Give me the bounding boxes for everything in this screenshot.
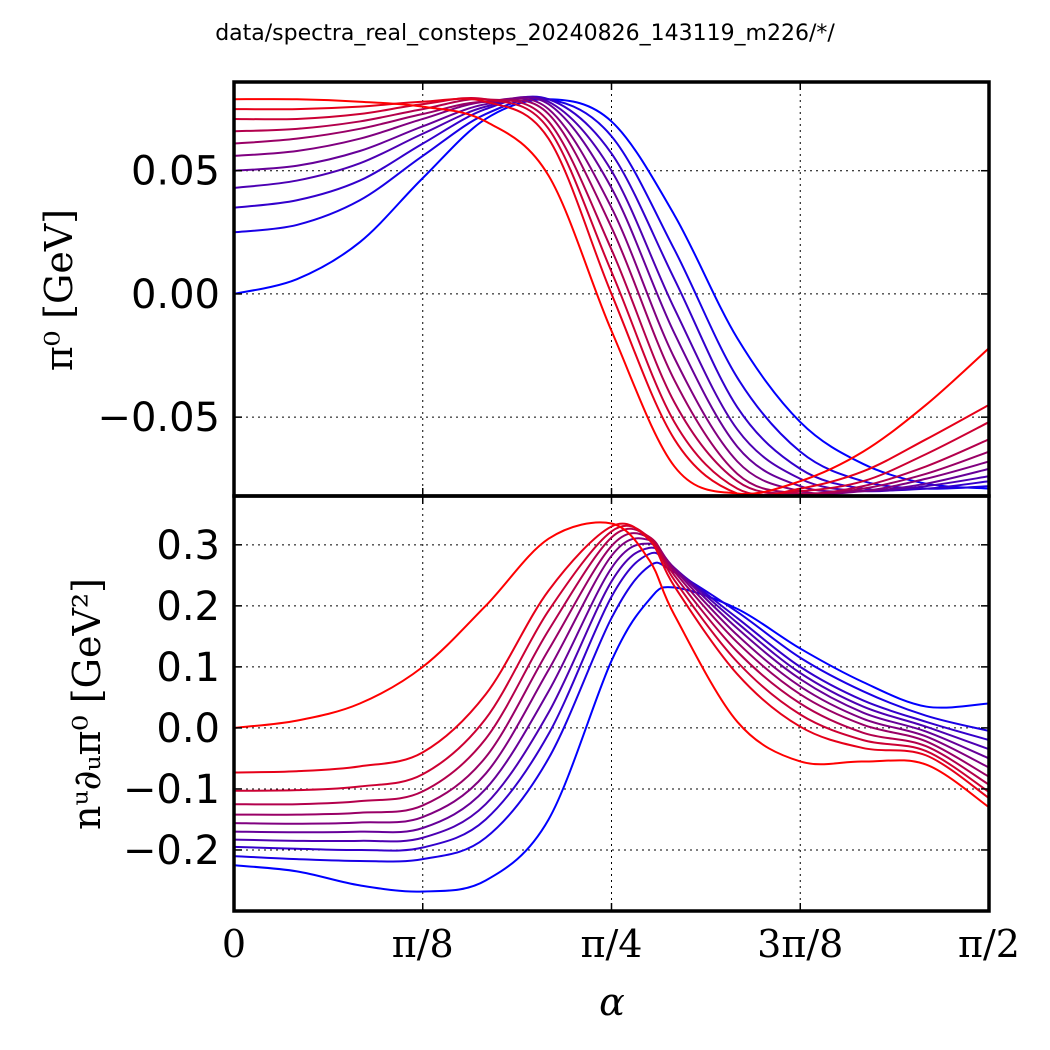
x-tick-label: π/4: [581, 922, 643, 966]
bottom-panel-series: [234, 521, 989, 893]
series-line-10: [234, 98, 989, 495]
y-tick-label: 0.05: [131, 149, 220, 195]
y-tick-label: −0.05: [97, 395, 220, 441]
y-tick-label: 0.00: [131, 272, 220, 318]
y-tick-label: −0.1: [123, 767, 220, 813]
series-line-7: [234, 97, 989, 495]
y-tick-label: 0.0: [156, 706, 220, 752]
series-line-10: [234, 521, 989, 809]
series-line-9: [234, 97, 989, 496]
bottom-panel-y-ticks: −0.2 −0.1 0.0 0.1 0.2 0.3: [123, 496, 990, 911]
axes-frames: [232, 80, 991, 913]
series-line-4: [234, 542, 989, 834]
y-tick-label: −0.2: [123, 828, 220, 874]
series-line-8: [234, 524, 989, 793]
axes-frame: [232, 80, 991, 498]
series-line-6: [234, 98, 989, 496]
series-line-0: [234, 98, 989, 490]
y-tick-label: 0.3: [156, 523, 220, 569]
series-line-8: [234, 96, 989, 496]
series-line-5: [234, 537, 989, 825]
figure-suptitle: data/spectra_real_consteps_20240826_1431…: [215, 21, 835, 46]
y-tick-label: 0.1: [156, 645, 220, 691]
x-tick-label: 0: [222, 922, 246, 966]
bottom-panel: −0.2 −0.1 0.0 0.1 0.2 0.3 0 π/8 π/4 3π/8 π/2 nᵘ∂ᵤ…: [65, 496, 1020, 1024]
x-tick-label: 3π/8: [757, 922, 843, 966]
series-line-3: [234, 546, 989, 843]
x-tick-label: π/2: [958, 922, 1020, 966]
series-line-1: [234, 561, 989, 863]
x-tick-label: π/8: [392, 922, 454, 966]
y-tick-label: 0.2: [156, 584, 220, 630]
series-line-2: [234, 551, 989, 852]
axes-frame: [232, 494, 991, 913]
bottom-panel-x-label: α: [599, 980, 625, 1024]
series-line-5: [234, 97, 989, 495]
series-line-2: [234, 95, 989, 492]
top-panel-grid: [234, 82, 989, 496]
series-line-6: [234, 532, 989, 816]
top-panel-y-label: π⁰ [GeV]: [37, 209, 81, 371]
bottom-panel-y-label: nᵘ∂ᵤπ⁰ [GeV²]: [65, 578, 109, 830]
bottom-panel-grid: [234, 496, 989, 911]
series-line-9: [234, 522, 989, 799]
series-line-0: [234, 586, 989, 893]
series-line-7: [234, 527, 989, 806]
series-line-1: [234, 97, 989, 490]
top-panel-y-ticks: −0.05 0.00 0.05: [97, 82, 990, 496]
top-panel-series: [234, 95, 989, 496]
bottom-panel-x-ticks: 0 π/8 π/4 3π/8 π/2: [222, 922, 1020, 966]
top-panel: −0.05 0.00 0.05 π⁰ [GeV]: [37, 82, 990, 496]
